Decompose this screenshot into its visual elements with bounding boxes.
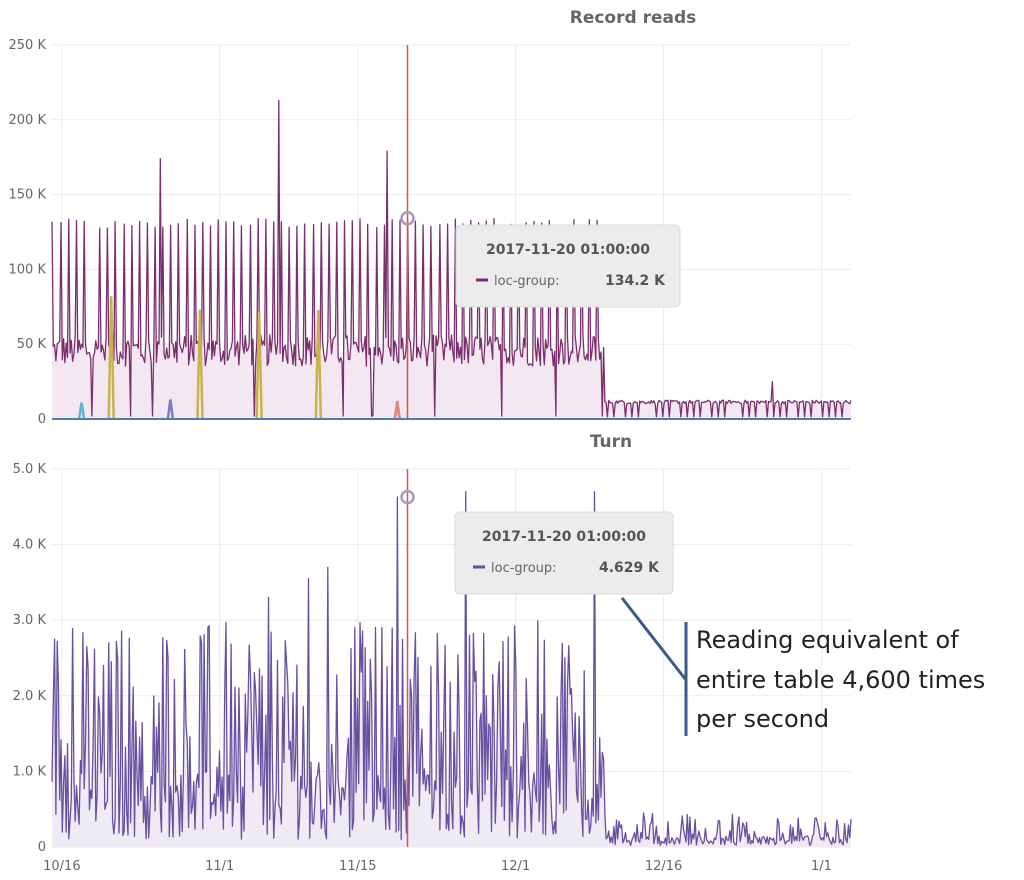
tooltip-time: 2017-11-20 01:00:00 [482, 529, 646, 545]
record-reads-y-axis: 0 50 K 100 K 150 K 200 K 250 K [9, 38, 47, 427]
y-tick-label: 4.0 K [13, 538, 47, 553]
y-tick-label: 3.0 K [13, 613, 47, 628]
minor-series-spike [166, 399, 175, 420]
hover-marker [400, 210, 415, 226]
turn-chart: Turn 0 1.0 K 2.0 K 3.0 K 4.0 K 5.0 K 10/16 11/… [13, 432, 852, 874]
record-reads-title: Record reads [570, 8, 697, 28]
x-tick-label: 1/1 [811, 859, 832, 874]
y-tick-label: 50 K [17, 337, 47, 352]
x-tick-label: 11/1 [205, 859, 234, 874]
turn-series [51, 491, 852, 847]
series-line-loc-group [51, 99, 852, 418]
annotation-line-3: per second [696, 705, 829, 733]
tooltip-box [454, 511, 674, 595]
minor-series-spike [77, 402, 86, 420]
turn-cursor [400, 469, 415, 847]
tooltip-box [455, 224, 681, 308]
hover-marker [400, 489, 415, 505]
x-tick-label: 10/16 [43, 859, 80, 874]
y-tick-label: 2.0 K [13, 689, 47, 704]
minor-series-spike [314, 309, 323, 420]
y-tick-label: 1.0 K [13, 764, 47, 779]
x-tick-label: 12/16 [645, 859, 682, 874]
x-tick-label: 12/1 [501, 859, 530, 874]
y-tick-label: 150 K [9, 188, 47, 203]
annotation-pointer [620, 597, 688, 681]
y-tick-label: 5.0 K [13, 462, 47, 477]
minor-series-spike [107, 296, 115, 420]
series-area-fill [52, 100, 851, 420]
series-line-loc-group [51, 491, 852, 847]
annotation-line-1: Reading equivalent of [696, 626, 959, 654]
y-tick-label: 0 [38, 412, 46, 427]
turn-grid [52, 468, 851, 848]
tooltip-series-name: loc-group: [494, 274, 560, 289]
turn-title: Turn [590, 432, 632, 452]
record-reads-tooltip: 2017-11-20 01:00:00 loc-group: 134.2 K [455, 224, 681, 308]
y-tick-label: 250 K [9, 38, 47, 53]
turn-tooltip: 2017-11-20 01:00:00 loc-group: 4.629 K [454, 511, 674, 595]
minor-series-spike [255, 311, 263, 420]
tooltip-time: 2017-11-20 01:00:00 [486, 242, 650, 258]
tooltip-series-name: loc-group: [491, 561, 557, 576]
record-reads-chart: Record reads 0 50 K 100 K 150 K 200 K 250 K 2… [9, 8, 852, 427]
y-tick-label: 0 [38, 840, 46, 855]
record-reads-series [51, 99, 852, 420]
tooltip-value: 4.629 K [599, 560, 660, 576]
minor-series-spike [196, 309, 204, 420]
turn-x-axis: 10/16 11/1 11/15 12/1 12/16 1/1 [43, 859, 832, 874]
x-tick-label: 11/15 [339, 859, 376, 874]
record-reads-cursor [400, 45, 415, 419]
minor-series-spike [393, 400, 401, 420]
annotation-line-2: entire table 4,600 times [696, 666, 985, 694]
y-tick-label: 200 K [9, 113, 47, 128]
tooltip-value: 134.2 K [605, 273, 666, 289]
annotation-callout: Reading equivalent of entire table 4,600… [620, 597, 985, 736]
y-tick-label: 100 K [9, 262, 47, 277]
turn-y-axis: 0 1.0 K 2.0 K 3.0 K 4.0 K 5.0 K [13, 462, 47, 855]
